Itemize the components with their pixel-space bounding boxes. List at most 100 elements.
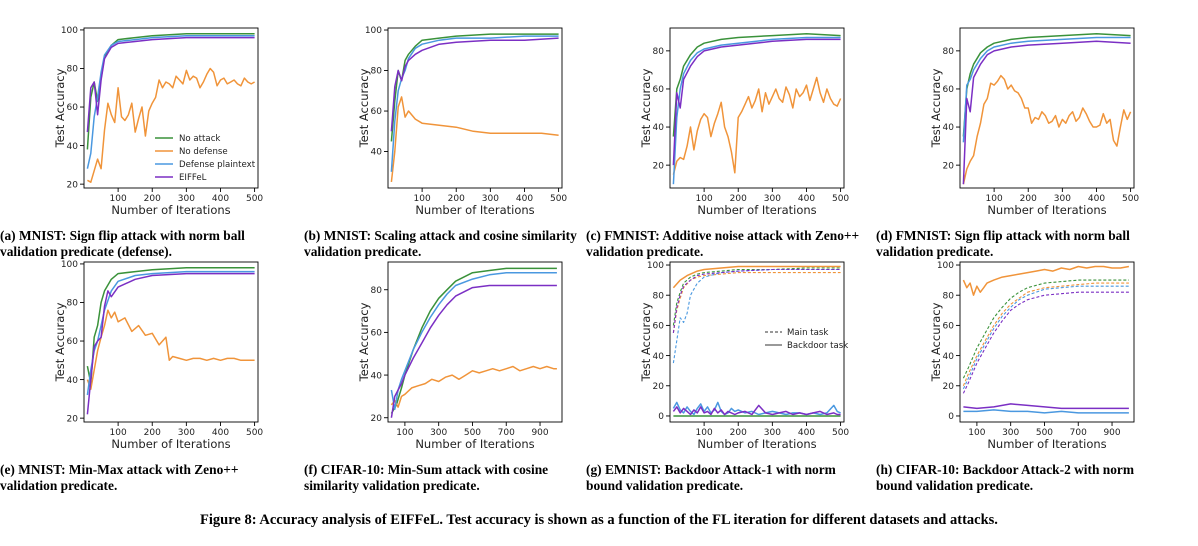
y-tick-label: 20 bbox=[943, 382, 955, 392]
x-tick-label: 300 bbox=[178, 428, 195, 438]
series-line-purple bbox=[390, 284, 557, 418]
x-tick-label: 100 bbox=[696, 428, 713, 438]
x-tick-label: 500 bbox=[832, 428, 849, 438]
chart-panel-h: 100 300 500 700 900 0 20 40 60 80 100 Number of Ite… bbox=[876, 254, 1154, 494]
x-tick-label: 100 bbox=[986, 194, 1003, 204]
legend-label: No attack bbox=[179, 134, 220, 144]
x-axis-label: Number of Iterations bbox=[697, 437, 816, 451]
x-tick-label: 100 bbox=[110, 194, 127, 204]
series-line-orange bbox=[672, 76, 842, 175]
plot-frame bbox=[83, 27, 259, 189]
x-tick-label: 100 bbox=[414, 194, 431, 204]
y-tick-label: 80 bbox=[371, 286, 383, 296]
y-tick-label: 60 bbox=[67, 103, 79, 113]
series-line-orange bbox=[87, 67, 255, 183]
y-tick-label: 40 bbox=[67, 376, 79, 386]
y-tick-label: 80 bbox=[371, 67, 383, 77]
series-line-purple bbox=[672, 404, 841, 416]
series-line-purple bbox=[962, 40, 1131, 185]
legend-label: Main task bbox=[787, 328, 828, 338]
series-line-orange bbox=[962, 74, 1132, 185]
x-tick-label: 100 bbox=[396, 428, 413, 438]
y-tick-label: 80 bbox=[653, 47, 665, 57]
subfigure-caption-f: (f) CIFAR-10: Min-Sum attack with cosine… bbox=[304, 462, 549, 493]
y-tick-label: 80 bbox=[943, 291, 955, 301]
y-tick-label: 80 bbox=[67, 299, 79, 309]
plot-frame bbox=[387, 27, 563, 189]
plot-frame bbox=[669, 261, 845, 423]
legend: Main task Backdoor task bbox=[765, 328, 848, 351]
chart-panel-f: 100 300 500 700 900 20 40 60 80 Number of Iterati… bbox=[304, 254, 582, 494]
series-line-purple bbox=[390, 37, 559, 132]
x-tick-label: 200 bbox=[144, 428, 161, 438]
y-tick-label: 60 bbox=[67, 337, 79, 347]
y-tick-label: 20 bbox=[371, 414, 383, 424]
y-tick-label: 40 bbox=[653, 352, 665, 362]
x-tick-label: 100 bbox=[696, 194, 713, 204]
x-tick-label: 700 bbox=[498, 428, 515, 438]
y-tick-label: 60 bbox=[943, 85, 955, 95]
series-line-green bbox=[962, 32, 1131, 137]
x-tick-label: 900 bbox=[1103, 428, 1120, 438]
series-line-orange bbox=[390, 365, 557, 408]
series-line-blue bbox=[86, 34, 255, 169]
subfigure-caption-d: (d) FMNIST: Sign flip attack with norm b… bbox=[876, 228, 1130, 259]
y-axis-label: Test Accuracy bbox=[357, 302, 371, 382]
x-tick-label: 300 bbox=[482, 194, 499, 204]
y-tick-label: 0 bbox=[948, 412, 954, 422]
y-tick-label: 40 bbox=[371, 371, 383, 381]
y-tick-label: 60 bbox=[653, 322, 665, 332]
x-tick-label: 400 bbox=[798, 428, 815, 438]
y-axis-label: Test Accuracy bbox=[929, 68, 943, 148]
x-axis-label: Number of Iterations bbox=[111, 203, 230, 217]
y-tick-label: 100 bbox=[937, 261, 954, 271]
y-tick-label: 60 bbox=[371, 107, 383, 117]
series-line-green bbox=[86, 33, 255, 150]
x-tick-label: 500 bbox=[246, 194, 263, 204]
y-tick-label: 20 bbox=[943, 161, 955, 171]
y-tick-label: 40 bbox=[943, 352, 955, 362]
y-axis-label: Test Accuracy bbox=[639, 68, 653, 148]
x-tick-label: 200 bbox=[448, 194, 465, 204]
x-tick-label: 300 bbox=[764, 194, 781, 204]
legend-label: Defense plaintext bbox=[179, 160, 256, 170]
chart-f: 100 300 500 700 900 20 40 60 80 Number of Iterati… bbox=[357, 261, 563, 451]
series-line-blue bbox=[963, 409, 1129, 414]
x-tick-label: 500 bbox=[464, 428, 481, 438]
y-tick-label: 60 bbox=[943, 322, 955, 332]
series-line-green bbox=[390, 33, 559, 142]
plot-frame bbox=[387, 261, 563, 423]
x-tick-label: 300 bbox=[430, 428, 447, 438]
y-axis-label: Test Accuracy bbox=[357, 68, 371, 148]
y-tick-label: 80 bbox=[943, 47, 955, 57]
chart-panel-g: 100 200 300 400 500 0 20 40 60 80 100 Number of Ite… bbox=[586, 254, 864, 494]
x-tick-label: 100 bbox=[968, 428, 985, 438]
subfigure-caption-c: (c) FMNIST: Additive noise attack with Z… bbox=[586, 228, 860, 259]
x-axis-label: Number of Iterations bbox=[415, 437, 534, 451]
y-tick-label: 40 bbox=[371, 148, 383, 158]
x-tick-label: 500 bbox=[246, 428, 263, 438]
series-line-green-dashed bbox=[962, 279, 1129, 379]
x-tick-label: 500 bbox=[1036, 428, 1053, 438]
plot-frame bbox=[959, 27, 1135, 189]
subfigure-caption-g: (g) EMNIST: Backdoor Attack-1 with norm … bbox=[586, 462, 836, 493]
chart-panel-c: 100 200 300 400 500 20 40 60 80 Number of Iterati… bbox=[586, 20, 864, 260]
y-axis-label: Test Accuracy bbox=[53, 302, 67, 382]
x-tick-label: 200 bbox=[144, 194, 161, 204]
legend: No attack No defense Defense plaintext EIFF… bbox=[155, 134, 256, 183]
x-tick-label: 400 bbox=[1088, 194, 1105, 204]
y-tick-label: 20 bbox=[653, 382, 665, 392]
series-line-green bbox=[390, 267, 557, 414]
series-line-blue bbox=[672, 36, 841, 185]
x-tick-label: 200 bbox=[730, 428, 747, 438]
series-line-orange bbox=[672, 265, 841, 289]
y-axis-label: Test Accuracy bbox=[639, 302, 653, 382]
x-tick-label: 200 bbox=[730, 194, 747, 204]
x-tick-label: 400 bbox=[212, 194, 229, 204]
series-line-blue bbox=[86, 270, 255, 396]
x-axis-label: Number of Iterations bbox=[415, 203, 534, 217]
